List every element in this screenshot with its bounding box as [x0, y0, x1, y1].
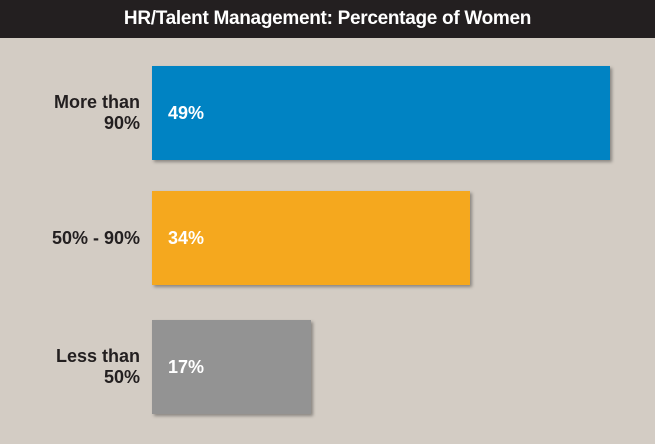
- bar: [152, 320, 311, 414]
- title-bar: [0, 0, 655, 38]
- category-label: 50% - 90%: [51, 227, 140, 248]
- category-label: More than 90%: [53, 92, 140, 133]
- bar: [152, 66, 611, 160]
- bar: [152, 191, 470, 285]
- chart-title: HR/Talent Management: Percentage of Wome…: [123, 8, 532, 29]
- value-label: 49%: [168, 102, 205, 123]
- value-label: 34%: [168, 227, 205, 248]
- category-label: Less than 50%: [55, 346, 140, 387]
- value-label: 17%: [168, 356, 205, 377]
